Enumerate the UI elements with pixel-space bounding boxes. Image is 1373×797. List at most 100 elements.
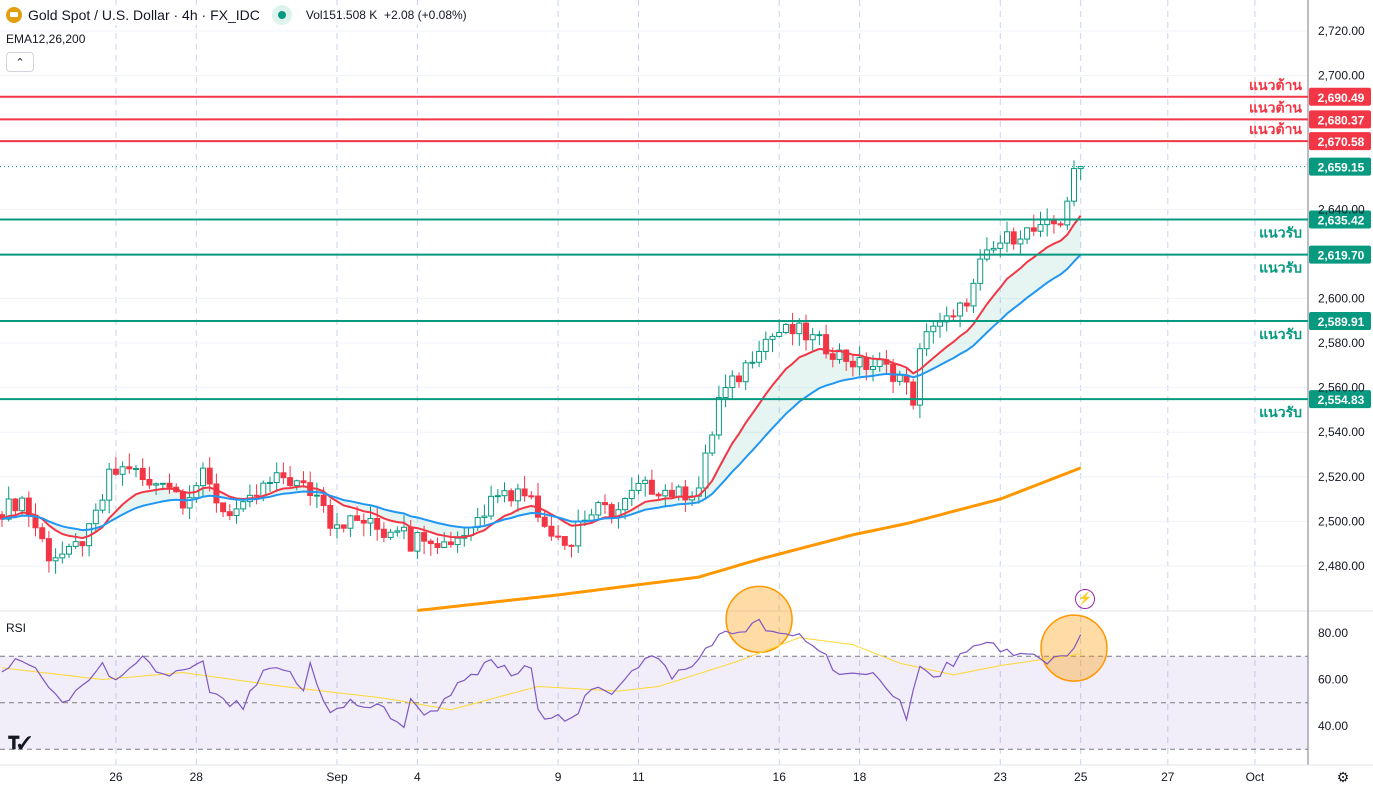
candle	[79, 541, 86, 547]
candle	[112, 468, 119, 475]
price-tick-label: 2,640.00	[1318, 202, 1365, 216]
candle	[1057, 223, 1064, 226]
candle	[260, 482, 267, 497]
lightning-icon[interactable]: ⚡	[1075, 589, 1095, 609]
candle	[347, 515, 354, 529]
time-tick-label: 18	[853, 770, 867, 784]
candle	[293, 480, 300, 487]
candle	[1024, 227, 1031, 240]
candle	[709, 434, 716, 454]
resistance-label: แนวต้าน	[1249, 122, 1302, 138]
candle	[240, 501, 247, 510]
candle	[447, 541, 454, 546]
candle	[541, 516, 548, 527]
candle	[729, 375, 736, 388]
price-change: +2.08 (+0.08%)	[383, 8, 467, 22]
price-axis-badge	[1309, 245, 1371, 264]
candle	[119, 466, 126, 475]
last-price-badge	[1309, 157, 1371, 176]
price-tick-label: 2,520.00	[1318, 470, 1365, 484]
price-axis-badge-label: 2,670.58	[1318, 135, 1365, 149]
indicator-legend[interactable]: EMA12,26,200	[6, 32, 86, 46]
price-axis-badge-label: 2,680.37	[1318, 113, 1365, 127]
candle	[401, 526, 407, 532]
gold-icon	[6, 7, 22, 23]
candle	[66, 545, 72, 555]
candle	[12, 498, 19, 512]
candle	[226, 511, 233, 517]
price-tick-label: 2,600.00	[1318, 291, 1365, 305]
price-axis-badge	[1309, 210, 1371, 229]
candle	[159, 482, 166, 485]
gear-icon[interactable]: ⚙	[1336, 769, 1350, 785]
resistance-label: แนวต้าน	[1249, 100, 1302, 116]
candle	[307, 482, 314, 497]
time-tick-label: 4	[414, 770, 421, 784]
candle	[890, 363, 897, 382]
candle	[561, 535, 568, 546]
candle	[937, 321, 943, 327]
candle	[166, 482, 173, 488]
candle	[648, 479, 655, 495]
candle	[52, 557, 59, 562]
candle	[394, 530, 401, 533]
rsi-legend[interactable]: RSI	[6, 621, 27, 635]
candle	[407, 526, 414, 552]
rsi-tick-label: 60.00	[1318, 673, 1348, 687]
candle	[628, 489, 635, 500]
price-tick-label: 2,700.00	[1318, 69, 1365, 83]
candle	[970, 282, 977, 307]
time-tick-label: 11	[632, 770, 645, 784]
candle	[762, 338, 769, 352]
candle	[655, 493, 662, 497]
chevron-up-icon[interactable]: ⌃	[6, 52, 34, 72]
candle	[488, 495, 495, 517]
candle	[816, 334, 823, 337]
market-status-icon[interactable]	[271, 5, 292, 25]
candle	[414, 532, 421, 552]
time-tick-label: 27	[1161, 770, 1175, 784]
candle	[548, 525, 555, 537]
candle	[39, 527, 46, 540]
price-axis-badge-label: 2,635.42	[1318, 214, 1365, 228]
rsi-line	[1, 618, 1082, 729]
price-tick-label: 2,580.00	[1318, 336, 1365, 350]
candle	[776, 331, 783, 337]
candle	[5, 498, 12, 520]
candle	[608, 504, 615, 518]
candle	[769, 335, 776, 340]
candle	[635, 482, 642, 491]
candle	[367, 517, 374, 524]
price-tick-label: 2,480.00	[1318, 559, 1365, 573]
candle	[722, 386, 729, 398]
candle	[1030, 227, 1037, 232]
candle	[481, 515, 488, 519]
candle	[669, 489, 675, 498]
support-label: แนวรับ	[1259, 405, 1302, 421]
price-axis-badge-label: 2,690.49	[1318, 91, 1365, 105]
price-axis-badge	[1309, 87, 1371, 106]
time-tick-label: 16	[773, 770, 787, 784]
candle	[434, 543, 441, 548]
symbol-title[interactable]: Gold Spot / U.S. Dollar · 4h · FX_IDC	[28, 7, 260, 23]
support-label: แนวรับ	[1259, 261, 1302, 277]
candle	[508, 490, 515, 502]
candle	[568, 544, 575, 547]
candle	[300, 480, 307, 484]
candle	[334, 524, 340, 529]
candle	[923, 331, 930, 350]
candle	[186, 497, 193, 509]
candle	[1017, 238, 1024, 245]
candle	[963, 302, 970, 307]
candle	[997, 242, 1004, 249]
candle	[360, 519, 367, 524]
price-axis-badge	[1309, 311, 1371, 330]
candle	[662, 489, 669, 497]
symbol-legend: Gold Spot / U.S. Dollar · 4h · FX_IDC Vo…	[6, 5, 467, 25]
candle	[253, 494, 260, 497]
tradingview-logo[interactable]: 𝐓✓	[8, 733, 31, 753]
candle	[126, 466, 133, 470]
candle	[588, 514, 595, 521]
candle	[749, 361, 756, 364]
